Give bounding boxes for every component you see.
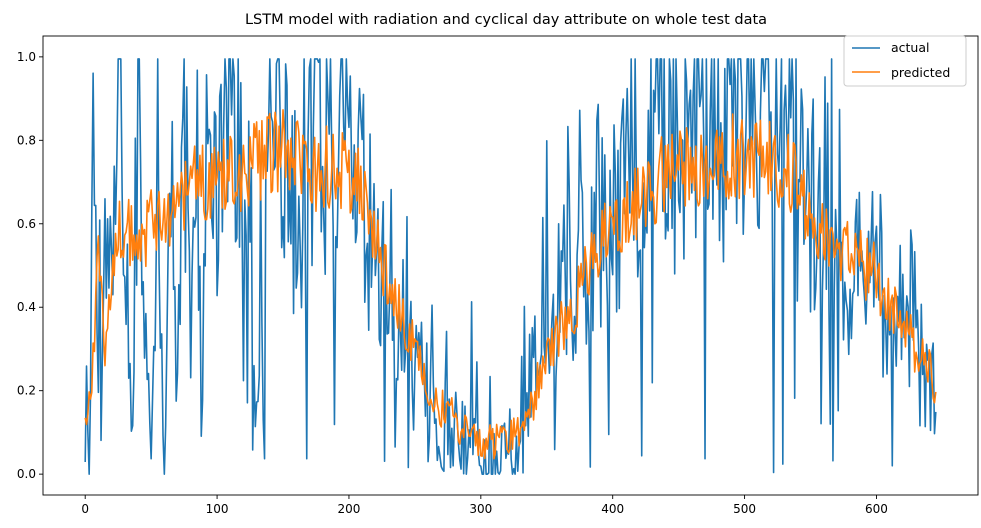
y-tick-label: 0.4 [17,300,36,314]
x-tick-label: 100 [206,502,229,516]
x-tick-label: 0 [81,502,89,516]
x-tick-label: 200 [337,502,360,516]
legend-label-actual: actual [891,40,930,55]
axes-frame [42,35,979,496]
series-group [84,58,937,475]
series-line-predicted [84,109,937,460]
x-axis: 0 100 200 300 400 500 600 [81,495,888,516]
x-tick-label: 300 [469,502,492,516]
plot-area: 0 100 200 300 400 500 600 0.0 0.2 0.4 0.6 0.8 1.0 [17,35,979,516]
legend-label-predicted: predicted [891,65,950,80]
x-tick-label: 400 [601,502,624,516]
y-tick-label: 0.8 [17,133,36,147]
chart-title: LSTM model with radiation and cyclical d… [245,12,767,28]
y-tick-label: 0.0 [17,467,36,481]
y-tick-label: 0.2 [17,384,36,398]
legend: actual predicted [843,35,967,87]
y-tick-label: 1.0 [17,50,36,64]
y-axis: 0.0 0.2 0.4 0.6 0.8 1.0 [17,50,43,481]
x-tick-label: 500 [733,502,756,516]
y-tick-label: 0.6 [17,217,36,231]
x-tick-label: 600 [865,502,888,516]
